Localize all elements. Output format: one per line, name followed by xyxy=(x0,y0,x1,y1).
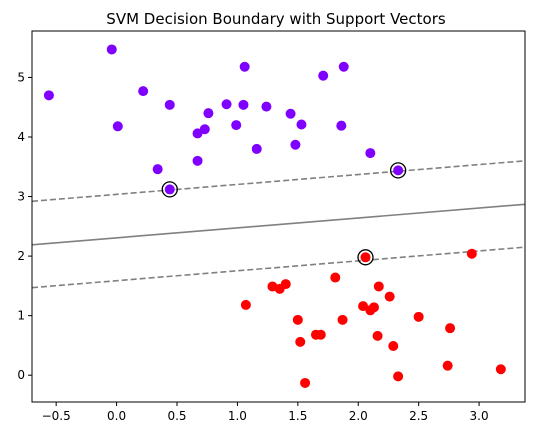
plot-area xyxy=(31,44,526,388)
support-vector-marker xyxy=(389,162,407,179)
data-point-class-1 xyxy=(238,99,249,110)
data-point-class-1 xyxy=(164,184,175,195)
x-axis: −0.5 0.0 0.5 1.0 1.5 2.0 2.5 3.0 xyxy=(42,402,489,423)
data-point-class-2 xyxy=(384,291,395,302)
data-point-class-2 xyxy=(360,252,371,263)
data-point-class-1 xyxy=(112,121,123,132)
data-point-class-2 xyxy=(358,301,369,312)
data-point-class-2 xyxy=(442,360,453,371)
y-axis: 0 1 2 3 4 5 xyxy=(17,70,32,382)
x-tick-label: 0.0 xyxy=(107,409,126,423)
margin-line xyxy=(31,160,526,203)
data-point-class-1 xyxy=(231,120,242,131)
data-point-class-1 xyxy=(192,128,203,139)
support-vector-marker xyxy=(357,249,374,266)
y-tick-label: 3 xyxy=(17,190,25,204)
chart-title: SVM Decision Boundary with Support Vecto… xyxy=(106,10,446,28)
x-tick-label: 2.5 xyxy=(409,409,428,423)
data-point-class-2 xyxy=(372,330,383,341)
y-tick-label: 0 xyxy=(17,368,25,382)
x-tick-label: 0.5 xyxy=(167,409,186,423)
data-point-class-1 xyxy=(221,99,232,110)
data-point-class-2 xyxy=(300,377,311,388)
data-point-class-2 xyxy=(337,314,348,325)
decision-boundary-line xyxy=(31,203,526,246)
axes-frame xyxy=(31,30,526,403)
data-point-class-1 xyxy=(199,124,210,135)
y-tick-label: 4 xyxy=(17,130,25,144)
data-point-class-2 xyxy=(368,302,379,313)
data-point-class-1 xyxy=(338,61,349,72)
data-point-class-1 xyxy=(106,44,117,55)
data-point-class-1 xyxy=(164,99,175,110)
data-point-class-1 xyxy=(318,70,329,81)
data-point-class-2 xyxy=(240,299,251,310)
x-tick-label: 3.0 xyxy=(470,409,489,423)
data-point-class-1 xyxy=(336,120,347,131)
margin-line xyxy=(31,246,526,289)
data-point-class-1 xyxy=(393,165,404,176)
y-tick-label: 5 xyxy=(17,70,25,84)
y-tick-label: 1 xyxy=(17,309,25,323)
data-point-class-2 xyxy=(315,329,326,340)
support-vector-marker xyxy=(161,181,178,198)
data-point-class-2 xyxy=(388,341,399,352)
data-point-class-1 xyxy=(285,108,296,119)
data-point-class-1 xyxy=(138,86,149,97)
data-point-class-1 xyxy=(365,148,376,159)
data-point-class-1 xyxy=(251,143,262,154)
data-point-class-2 xyxy=(495,364,506,375)
data-point-class-2 xyxy=(292,314,303,325)
data-point-class-1 xyxy=(192,155,203,166)
data-point-class-1 xyxy=(290,139,301,150)
data-point-class-1 xyxy=(203,108,214,119)
data-point-class-2 xyxy=(393,371,404,382)
data-point-class-2 xyxy=(466,248,477,259)
data-point-class-1 xyxy=(261,101,272,112)
x-tick-label: 1.5 xyxy=(288,409,307,423)
x-tick-label: −0.5 xyxy=(42,409,71,423)
data-point-class-2 xyxy=(445,323,456,334)
y-tick-label: 2 xyxy=(17,249,25,263)
data-point-class-2 xyxy=(373,281,384,292)
data-point-class-2 xyxy=(330,272,341,283)
data-point-class-1 xyxy=(43,90,54,101)
data-point-class-2 xyxy=(413,311,424,322)
data-point-class-2 xyxy=(280,279,291,290)
data-point-class-1 xyxy=(152,164,163,175)
data-point-class-2 xyxy=(295,336,306,347)
x-tick-label: 1.0 xyxy=(228,409,247,423)
x-tick-label: 2.0 xyxy=(349,409,368,423)
data-point-class-1 xyxy=(296,119,307,130)
data-point-class-1 xyxy=(239,61,250,72)
